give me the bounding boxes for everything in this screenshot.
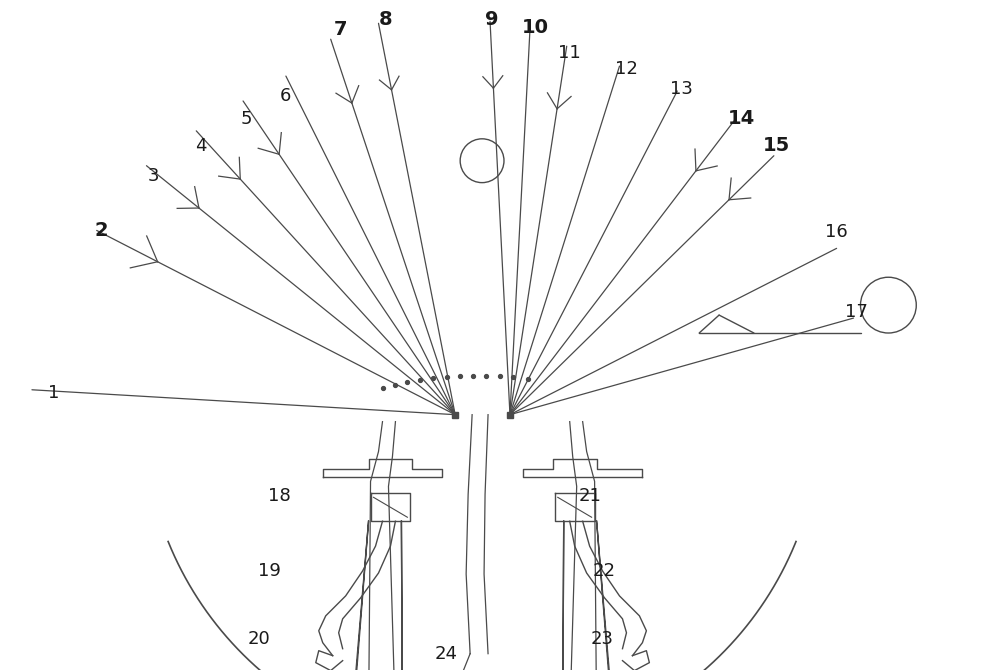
Text: 4: 4	[195, 137, 207, 155]
Text: 17: 17	[845, 303, 868, 321]
Text: 15: 15	[763, 136, 790, 155]
Text: 12: 12	[615, 60, 638, 78]
Text: 11: 11	[558, 44, 581, 62]
Text: 19: 19	[258, 562, 280, 580]
Text: 24: 24	[435, 645, 458, 663]
Text: 8: 8	[379, 10, 392, 29]
Text: 22: 22	[593, 562, 616, 580]
Text: 6: 6	[280, 87, 292, 105]
Text: 21: 21	[578, 487, 601, 505]
Text: 16: 16	[825, 223, 848, 242]
Text: 14: 14	[727, 109, 755, 128]
Text: 3: 3	[148, 166, 159, 185]
Text: 7: 7	[334, 19, 347, 39]
Text: 9: 9	[485, 10, 499, 29]
Text: 23: 23	[591, 630, 614, 648]
Text: 2: 2	[95, 221, 108, 240]
Text: 18: 18	[268, 487, 290, 505]
Text: 20: 20	[248, 630, 270, 648]
Text: 13: 13	[670, 80, 693, 98]
Text: 10: 10	[521, 17, 548, 37]
Text: 1: 1	[48, 384, 60, 402]
Text: 5: 5	[240, 110, 252, 128]
